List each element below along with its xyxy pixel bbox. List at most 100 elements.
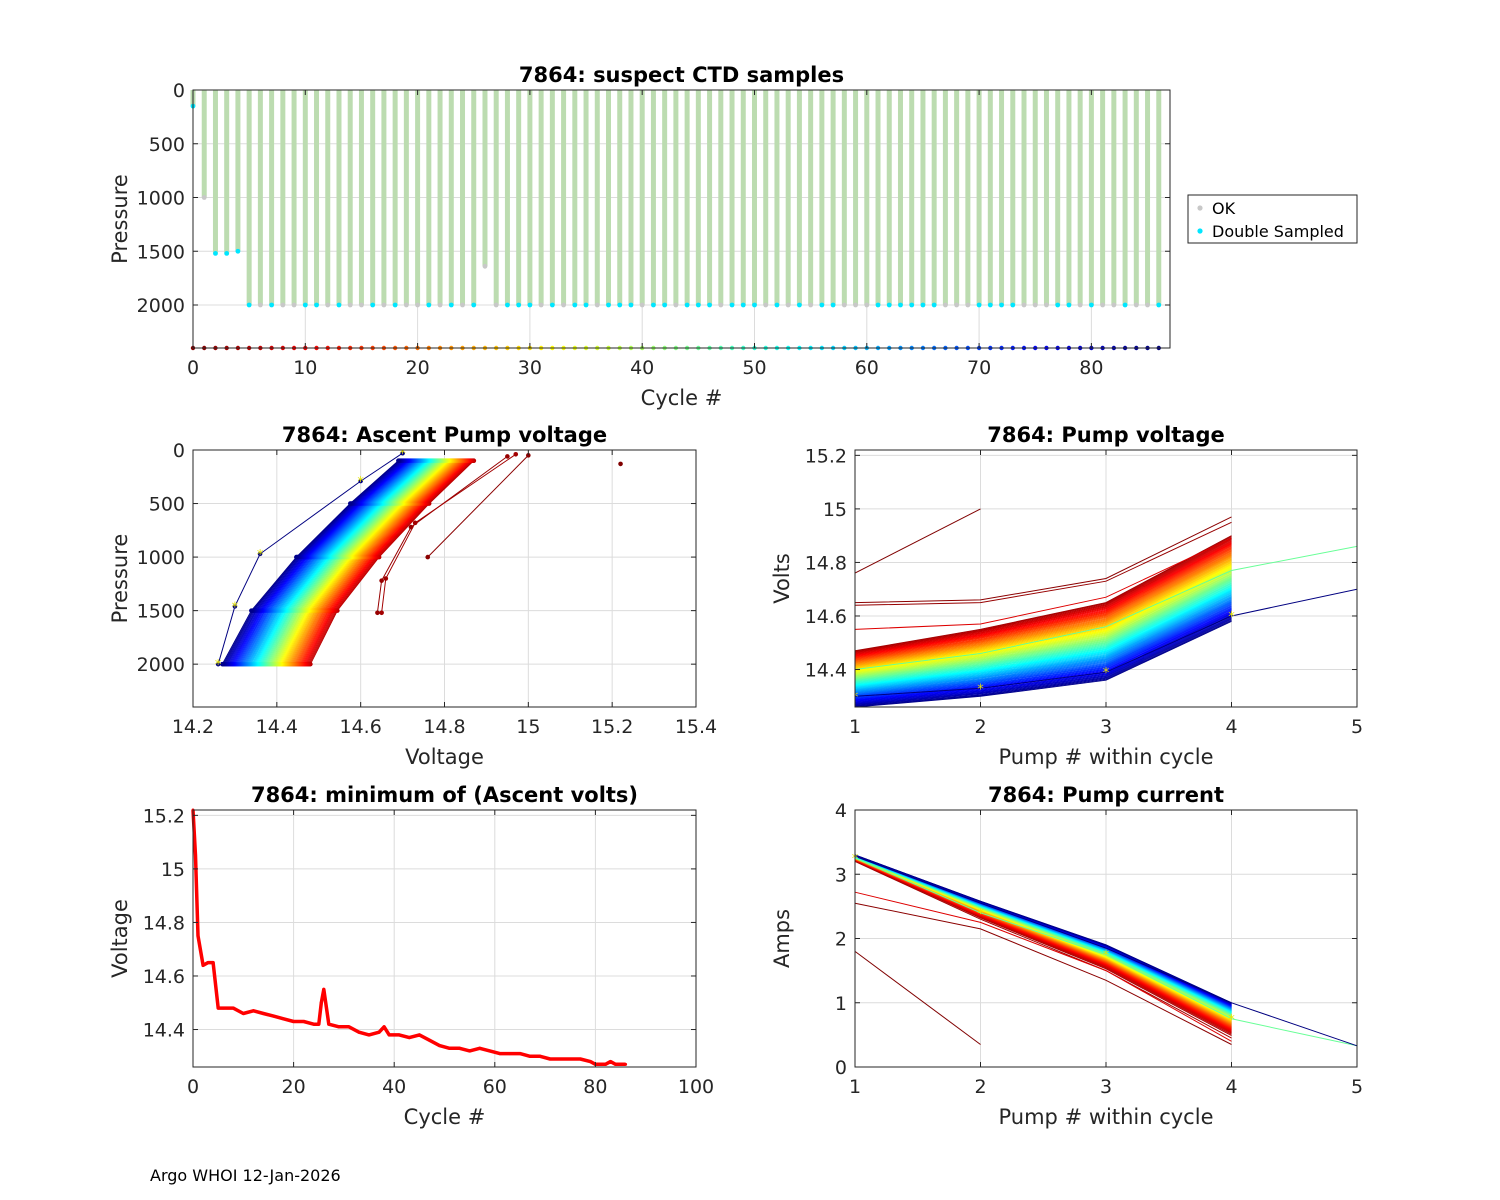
pump-voltage-line — [855, 560, 1232, 668]
pump-voltage-line — [855, 545, 1232, 659]
minv-ytick-label: 14.6 — [143, 966, 185, 988]
pumpc-axes — [854, 809, 1358, 1068]
ok-point — [841, 302, 847, 308]
pump-voltage-line — [855, 597, 1232, 693]
min-voltage-point — [271, 1014, 275, 1018]
min-voltage-point — [282, 1017, 286, 1021]
legend-box — [1187, 194, 1358, 244]
min-voltage-point — [417, 1033, 421, 1037]
double-sampled-point — [987, 302, 993, 308]
min-voltage-point — [221, 1006, 225, 1010]
min-voltage-point — [619, 1062, 623, 1066]
pump-voltage-line — [855, 617, 1232, 706]
minv-axes — [192, 810, 697, 1067]
double-sampled-point — [819, 302, 825, 308]
ok-point — [325, 302, 331, 308]
minv-xtick-label: 20 — [282, 1076, 306, 1098]
pump-voltage-line — [855, 568, 1232, 674]
min-voltage-point — [317, 1022, 321, 1026]
pumpv-ylabel: Volts — [770, 553, 794, 604]
double-sampled-point — [336, 302, 342, 308]
pumpv-ytick-label: 15.2 — [805, 445, 847, 467]
pump-voltage-line — [855, 559, 1232, 667]
minv-xtick-label: 80 — [583, 1076, 607, 1098]
pump-voltage-line — [855, 550, 1232, 662]
double-sampled-point — [707, 302, 712, 308]
legend-marker — [1197, 205, 1203, 211]
min-voltage-point — [196, 934, 200, 938]
pumpv-ytick-label: 14.4 — [805, 660, 847, 682]
pump-voltage-line — [855, 557, 1232, 666]
pump-voltage-line — [855, 577, 1232, 679]
ascent-xtick-label: 14.2 — [172, 716, 214, 738]
pump-voltage-line — [855, 536, 1232, 652]
min-voltage-point — [528, 1054, 532, 1058]
pump-voltage-line — [855, 605, 1232, 698]
double-sampled-point — [976, 302, 982, 308]
double-sampled-point — [999, 302, 1004, 308]
min-voltage-point — [608, 1060, 612, 1064]
latest-marker: * — [1103, 666, 1110, 681]
pump-voltage-line — [855, 558, 1232, 667]
pump-voltage-line — [855, 548, 1232, 661]
ascent-profile-special-point — [375, 610, 380, 616]
double-sampled-point — [224, 251, 230, 256]
min-voltage-point — [407, 1036, 411, 1040]
pump-voltage-line — [855, 571, 1232, 676]
pump-voltage-line — [855, 614, 1232, 704]
ok-point — [1077, 302, 1083, 308]
pump-voltage-line — [855, 618, 1232, 707]
ctd-xtick-label: 50 — [742, 357, 766, 379]
pump-voltage-line — [855, 586, 1232, 685]
ascent-profile-special-point — [526, 453, 531, 458]
min-voltage-point — [347, 1025, 351, 1029]
double-sampled-point — [617, 302, 623, 308]
ok-point — [943, 302, 948, 308]
pump-voltage-special — [855, 545, 1357, 670]
minv-ytick-label: 15.2 — [143, 805, 185, 827]
pump-voltage-line — [855, 551, 1232, 663]
min-voltage-point — [302, 1019, 306, 1023]
ok-point — [673, 302, 679, 308]
ascent-xtick-label: 14.8 — [423, 716, 465, 738]
latest-marker: * — [215, 658, 222, 673]
ctd-title: 7864: suspect CTD samples — [519, 63, 844, 87]
pump-current-line — [854, 860, 1232, 1039]
double-sampled-point — [549, 302, 555, 308]
ascent-profile-point — [347, 501, 353, 506]
min-voltage-point — [508, 1052, 512, 1056]
ok-point — [965, 302, 971, 308]
ok-point — [1111, 302, 1117, 308]
pump-voltage-line — [855, 603, 1232, 696]
double-sampled-point — [606, 302, 611, 308]
pumpv-xtick-label: 2 — [974, 716, 986, 738]
double-sampled-point — [302, 302, 308, 308]
min-voltage-point — [538, 1054, 542, 1058]
pumpv-xtick-label: 5 — [1351, 716, 1363, 738]
minv-xlabel: Cycle # — [404, 1105, 486, 1129]
pump-voltage-line — [855, 596, 1232, 692]
min-voltage-point — [614, 1062, 618, 1066]
double-sampled-point — [909, 302, 915, 308]
pump-voltage-line — [855, 615, 1232, 705]
ok-point — [763, 302, 769, 308]
pumpc-xtick-label: 3 — [1100, 1076, 1112, 1098]
pumpc-title: 7864: Pump current — [988, 783, 1224, 807]
min-voltage-point — [488, 1049, 492, 1053]
pump-voltage-line — [855, 543, 1232, 657]
pump-voltage-line — [855, 575, 1232, 678]
double-sampled-point — [1010, 302, 1016, 308]
min-voltage-point — [241, 1011, 245, 1015]
ctd-xtick-label: 70 — [967, 357, 991, 379]
ok-point — [1100, 302, 1106, 308]
pumpv-xtick-label: 3 — [1100, 716, 1112, 738]
ctd-xtick-label: 60 — [855, 357, 879, 379]
double-sampled-point — [830, 302, 836, 308]
pump-voltage-line — [855, 602, 1232, 696]
min-voltage-point — [624, 1062, 628, 1066]
ok-point — [359, 302, 364, 308]
min-voltage-point — [598, 1062, 602, 1066]
pump-voltage-line — [855, 537, 1232, 653]
ok-point — [201, 195, 207, 200]
